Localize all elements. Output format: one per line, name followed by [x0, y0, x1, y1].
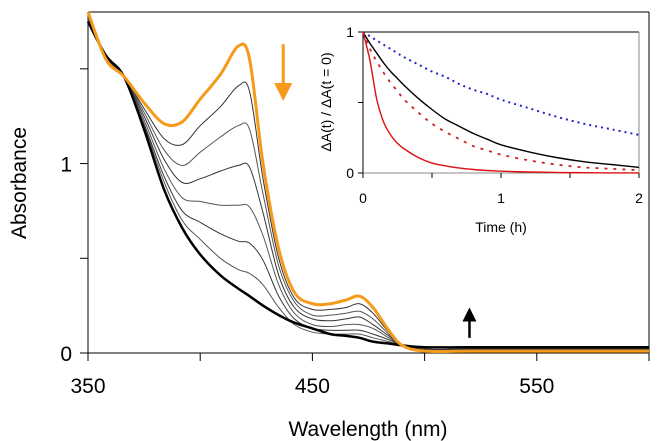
- main-y-tick-label: 0: [60, 343, 72, 366]
- main-plot: 350 450 550 0 1 Wavelength (nm) Absorbance: [8, 11, 650, 441]
- inset-y-tick-label: 1: [346, 24, 354, 40]
- inset-line-red-dashed: [362, 31, 640, 172]
- inset-x-tick-label: 1: [497, 190, 505, 206]
- inset-x-axis-label: Time (h): [475, 219, 527, 235]
- inset-line-black-solid: [362, 31, 640, 169]
- inset-x-tick-label: 2: [635, 190, 643, 206]
- spectrum-line-t1: [87, 15, 649, 350]
- inset-line-blue-dotted: [362, 31, 640, 136]
- main-x-tick-label: 450: [295, 375, 330, 398]
- spectrum-line-t4: [87, 17, 649, 350]
- arrow-down-icon: [274, 83, 293, 102]
- spectrum-line-t2: [87, 15, 649, 350]
- inset-line-red-solid: [362, 31, 640, 174]
- main-y-tick-label: 1: [60, 154, 72, 177]
- inset-x-tick-label: 0: [359, 190, 367, 206]
- spectrum-line-final: [86, 20, 649, 349]
- inset-plot: 0 1 2 0 1 Time (h) ΔA(t) / ΔA(t = 0): [318, 24, 643, 235]
- spectrum-line-initial: [86, 11, 649, 354]
- main-y-axis-label: Absorbance: [8, 127, 31, 239]
- inset-y-tick-label: 0: [346, 165, 354, 181]
- main-x-tick-label: 550: [519, 375, 554, 398]
- main-x-tick-label: 350: [70, 375, 105, 398]
- arrow-up-icon: [462, 307, 477, 322]
- inset-y-axis-label: ΔA(t) / ΔA(t = 0): [318, 52, 334, 151]
- main-x-axis-label: Wavelength (nm): [288, 418, 447, 441]
